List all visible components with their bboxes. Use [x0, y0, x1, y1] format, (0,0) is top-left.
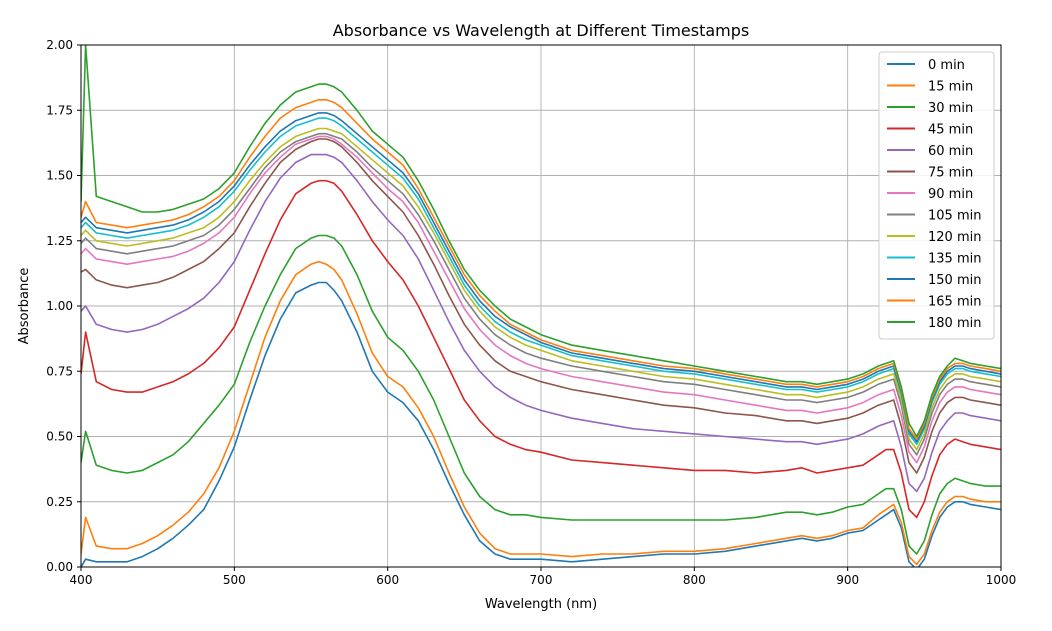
series-line-60-min: [81, 153, 1001, 493]
series-line-15-min: [81, 260, 1001, 566]
legend-label: 75 min: [928, 166, 973, 181]
x-axis-ticks: 400 500 600 700 800 900 1000: [70, 567, 1017, 587]
y-tick-label: 1.25: [46, 234, 73, 248]
y-tick-label: 0.75: [46, 364, 73, 378]
x-tick-label: 600: [376, 573, 399, 587]
legend-label: 90 min: [928, 187, 973, 202]
series-line-30-min: [81, 234, 1001, 555]
y-tick-label: 0.50: [46, 430, 73, 444]
legend-label: 105 min: [928, 209, 981, 224]
series-line-90-min: [81, 135, 1001, 464]
x-tick-label: 1000: [986, 573, 1017, 587]
legend-label: 150 min: [928, 273, 981, 288]
x-tick-label: 800: [683, 573, 706, 587]
chart-title: Absorbance vs Wavelength at Different Ti…: [333, 21, 750, 40]
series-line-0-min: [81, 281, 1001, 567]
y-axis-label: Absorbance: [17, 268, 32, 345]
legend-label: 135 min: [928, 252, 981, 267]
legend: 0 min 15 min 30 min 45 min 60 min 75 min 90 mi…: [878, 51, 995, 340]
legend-box: [878, 51, 995, 340]
series-line-120-min: [81, 127, 1001, 451]
series-line-45-min: [81, 179, 1001, 519]
legend-label: 180 min: [928, 316, 981, 331]
series-line-75-min: [81, 138, 1001, 474]
legend-label: 0 min: [928, 58, 965, 73]
legend-label: 45 min: [928, 123, 973, 138]
y-axis-ticks: 0.00 0.25 0.50 0.75 1.00 1.25 1.50 1.75 2.00: [46, 38, 81, 574]
grid: [80, 44, 1002, 568]
series-line-180-min: [81, 45, 1001, 438]
y-tick-label: 1.75: [46, 103, 73, 117]
x-tick-label: 700: [530, 573, 553, 587]
series-layer: [81, 45, 1001, 567]
series-line-165-min: [81, 99, 1001, 440]
x-tick-label: 400: [70, 573, 93, 587]
legend-label: 60 min: [928, 144, 973, 159]
legend-label: 120 min: [928, 230, 981, 245]
y-tick-label: 0.00: [46, 560, 73, 574]
legend-label: 165 min: [928, 295, 981, 310]
x-tick-label: 900: [836, 573, 859, 587]
x-axis-label: Wavelength (nm): [485, 597, 597, 612]
y-tick-label: 2.00: [46, 38, 73, 52]
legend-label: 30 min: [928, 101, 973, 116]
legend-label: 15 min: [928, 80, 973, 95]
y-tick-label: 0.25: [46, 495, 73, 509]
series-line-105-min: [81, 132, 1001, 456]
x-tick-label: 500: [223, 573, 246, 587]
y-tick-label: 1.00: [46, 299, 73, 313]
y-tick-label: 1.50: [46, 169, 73, 183]
